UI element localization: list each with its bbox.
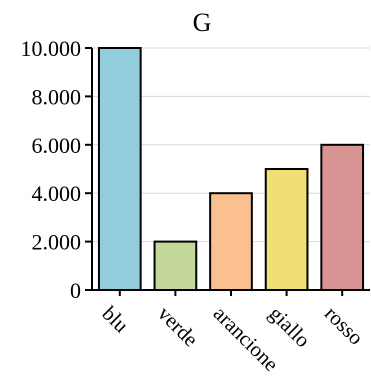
y-tick-label: 6.000	[32, 133, 82, 158]
x-tick-label-giallo: giallo	[264, 301, 315, 352]
bar-blu	[97, 47, 142, 291]
y-tick-label: 4.000	[32, 181, 82, 206]
x-tick-label-rosso: rosso	[320, 301, 368, 349]
bar-giallo	[264, 168, 309, 291]
x-tick-label-blu: blu	[98, 301, 134, 337]
y-axis-ticks: 0 2.000 4.000 6.000 8.000 10.000	[21, 36, 92, 303]
bar-verde	[153, 240, 198, 292]
chart-title: G	[193, 8, 212, 37]
y-tick-label: 10.000	[21, 36, 82, 61]
y-tick-label: 2.000	[32, 230, 82, 255]
bars	[97, 47, 365, 292]
bar-rosso	[320, 143, 365, 291]
x-tick-label-verde: verde	[153, 301, 203, 351]
y-tick-label: 0	[70, 278, 81, 303]
y-tick-label: 8.000	[32, 84, 82, 109]
bar-arancione	[209, 192, 253, 291]
